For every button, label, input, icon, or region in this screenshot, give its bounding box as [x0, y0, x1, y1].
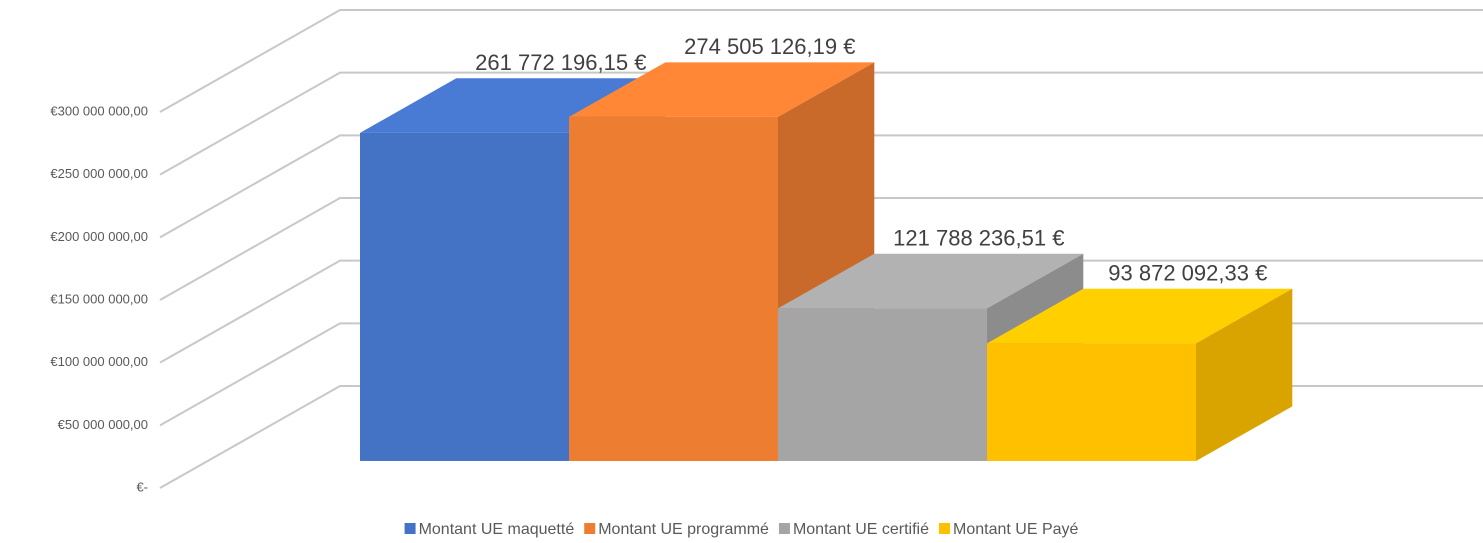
y-tick-label: €250 000 000,00 [50, 166, 148, 181]
legend-label: Montant UE certifié [793, 521, 929, 538]
y-tick-label: €- [136, 479, 148, 494]
legend-label: Montant UE Payé [953, 521, 1079, 538]
legend-swatch [778, 523, 790, 534]
grid-line [159, 9, 1483, 113]
y-tick-label: €150 000 000,00 [50, 291, 148, 306]
grid-line [159, 71, 1483, 176]
bar [569, 116, 778, 461]
legend-swatch [939, 523, 951, 534]
data-label: 274 505 126,19 € [684, 34, 855, 59]
y-tick-label: €200 000 000,00 [50, 229, 148, 244]
legend-swatch [404, 523, 416, 534]
data-label: 261 772 196,15 € [475, 50, 646, 75]
data-label: 121 788 236,51 € [893, 226, 1064, 251]
legend-label: Montant UE maquetté [419, 521, 575, 538]
y-tick-label: €50 000 000,00 [58, 417, 148, 432]
grid-line [159, 134, 1483, 239]
grid-line [159, 259, 1483, 364]
bar-top [987, 288, 1293, 344]
data-label: 93 872 092,33 € [1108, 261, 1267, 286]
bar [987, 343, 1196, 461]
y-tick-label: €100 000 000,00 [50, 354, 148, 369]
bar-top [778, 253, 1084, 309]
y-tick-label: €300 000 000,00 [50, 103, 148, 118]
grid-line [159, 197, 1483, 301]
bar [778, 308, 987, 461]
legend-swatch [584, 523, 596, 534]
bar-side [1196, 288, 1293, 461]
bar-top [569, 62, 875, 117]
legend-label: Montant UE programmé [598, 521, 769, 538]
bar [360, 132, 569, 461]
